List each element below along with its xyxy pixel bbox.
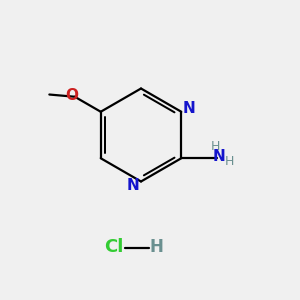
Text: H: H: [225, 155, 234, 168]
Text: H: H: [211, 140, 220, 153]
Text: H: H: [149, 238, 163, 256]
Text: N: N: [127, 178, 140, 193]
Text: O: O: [65, 88, 78, 103]
Text: Cl: Cl: [104, 238, 124, 256]
Text: N: N: [182, 100, 195, 116]
Text: N: N: [212, 148, 225, 164]
